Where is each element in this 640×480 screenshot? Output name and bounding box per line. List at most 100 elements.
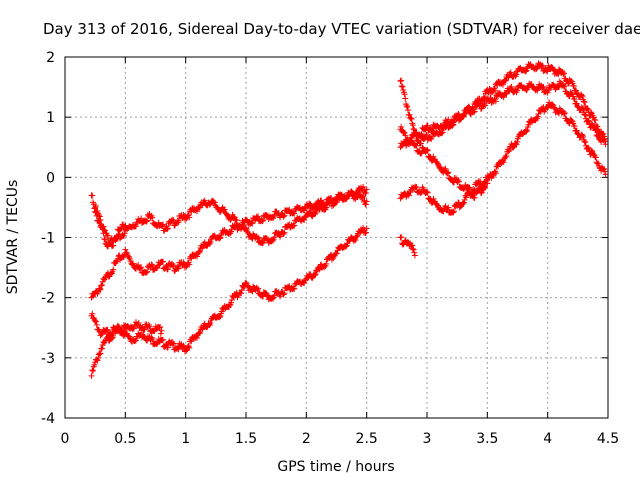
data-point — [600, 130, 607, 137]
data-point — [238, 224, 245, 231]
data-point — [291, 222, 298, 229]
data-point — [108, 331, 115, 338]
series-track-i — [397, 123, 491, 201]
data-point — [433, 159, 440, 166]
data-point — [424, 189, 431, 196]
data-point — [413, 142, 420, 149]
data-point — [460, 199, 467, 206]
data-point — [428, 133, 435, 140]
data-point — [568, 117, 575, 124]
y-tick-label: 2 — [46, 50, 55, 66]
data-point — [198, 245, 205, 252]
data-point — [201, 197, 208, 204]
data-point — [500, 94, 507, 101]
x-tick-label: 3.5 — [476, 431, 498, 447]
data-point — [490, 172, 497, 179]
data-point — [578, 131, 585, 138]
data-point — [255, 213, 262, 220]
data-point — [580, 134, 587, 141]
y-axis-label: SDTVAR / TECUs — [5, 180, 21, 295]
data-point — [417, 150, 424, 157]
data-point — [323, 200, 330, 207]
y-tick-label: 1 — [46, 110, 55, 126]
data-point — [135, 262, 142, 269]
data-point — [348, 190, 355, 197]
data-point — [321, 201, 328, 208]
data-point — [522, 68, 529, 75]
data-point — [484, 180, 491, 187]
data-point — [523, 87, 530, 94]
data-point — [109, 330, 116, 337]
data-point — [97, 286, 104, 293]
data-point — [228, 296, 235, 303]
y-tick-label: 0 — [46, 170, 55, 186]
data-point — [207, 238, 214, 245]
data-point — [195, 249, 202, 256]
data-point — [91, 361, 98, 368]
data-point — [424, 188, 430, 195]
data-point — [104, 232, 111, 239]
data-point — [470, 109, 477, 116]
data-point — [538, 63, 545, 70]
data-point — [595, 160, 602, 167]
data-point — [352, 237, 359, 244]
data-point — [164, 344, 171, 351]
data-point — [588, 120, 595, 127]
data-point — [510, 144, 517, 151]
data-point — [301, 280, 308, 287]
data-point — [466, 104, 473, 111]
data-point — [426, 195, 433, 202]
chart-title: Day 313 of 2016, Sidereal Day-to-day VTE… — [43, 20, 640, 38]
data-point — [424, 146, 430, 153]
data-point — [398, 77, 405, 84]
data-point — [333, 250, 340, 257]
data-point — [482, 184, 489, 191]
data-point — [412, 129, 419, 136]
data-point — [513, 71, 520, 78]
data-point — [580, 106, 587, 113]
data-point — [210, 198, 217, 205]
data-point — [255, 285, 262, 292]
data-point — [216, 235, 223, 242]
data-point — [169, 339, 176, 346]
data-point — [549, 65, 556, 72]
data-point — [601, 138, 608, 145]
data-point — [549, 101, 556, 108]
data-point — [439, 129, 446, 136]
data-point — [97, 216, 104, 223]
series-track-f — [397, 60, 609, 147]
x-tick-label: 4.5 — [597, 431, 619, 447]
data-point — [93, 318, 100, 325]
data-point — [398, 123, 405, 130]
data-point — [98, 221, 105, 228]
data-point — [580, 98, 587, 105]
data-point — [438, 130, 445, 137]
data-point — [98, 345, 105, 352]
data-point — [311, 204, 318, 211]
data-point — [363, 186, 370, 193]
data-point — [450, 209, 457, 216]
series-track-c — [88, 224, 370, 379]
data-point — [186, 214, 193, 221]
data-point — [312, 203, 319, 210]
x-tick-label: 1 — [181, 431, 190, 447]
data-point — [411, 252, 418, 259]
data-point — [149, 335, 156, 342]
x-tick-label: 3 — [423, 431, 432, 447]
data-point — [312, 210, 319, 217]
data-point — [97, 350, 104, 357]
data-point — [418, 130, 425, 137]
data-point — [491, 169, 498, 176]
data-point — [489, 89, 496, 96]
data-point — [573, 100, 580, 107]
data-point — [92, 318, 99, 325]
data-point — [177, 341, 184, 348]
data-point — [89, 367, 96, 374]
data-point — [465, 105, 472, 112]
data-point — [428, 127, 435, 134]
data-point — [528, 81, 535, 88]
data-point — [445, 204, 452, 211]
data-point — [280, 291, 287, 298]
data-point — [149, 214, 156, 221]
data-point — [411, 249, 418, 256]
